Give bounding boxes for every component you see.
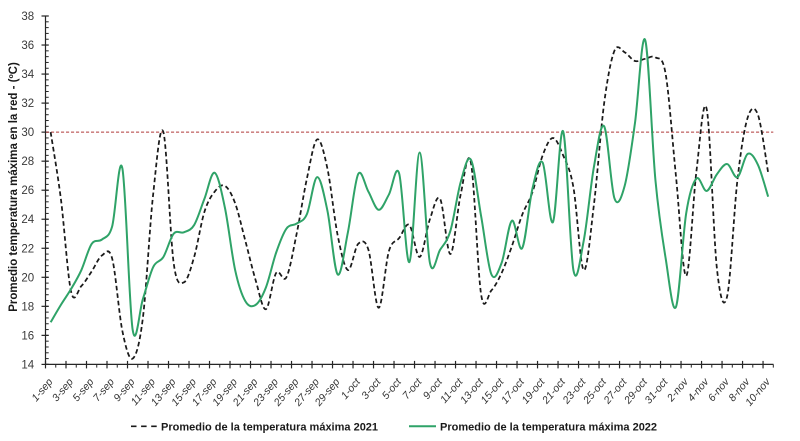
svg-text:26: 26	[21, 185, 34, 197]
svg-text:18: 18	[21, 301, 34, 313]
svg-text:24: 24	[21, 214, 34, 226]
svg-text:22: 22	[21, 243, 34, 255]
svg-text:36: 36	[21, 40, 34, 52]
svg-text:20: 20	[21, 272, 34, 284]
svg-text:Promedio de la temperatura máx: Promedio de la temperatura máxima 2021	[161, 421, 378, 433]
svg-text:Promedio temperatura máxima en: Promedio temperatura máxima en la red - …	[8, 62, 20, 312]
svg-text:Promedio de la temperatura máx: Promedio de la temperatura máxima 2022	[440, 421, 657, 433]
svg-text:14: 14	[21, 359, 34, 371]
svg-text:38: 38	[21, 11, 34, 23]
svg-text:34: 34	[21, 69, 34, 81]
svg-text:16: 16	[21, 330, 34, 342]
svg-text:30: 30	[21, 127, 34, 139]
svg-text:32: 32	[21, 98, 34, 110]
svg-text:28: 28	[21, 156, 34, 168]
